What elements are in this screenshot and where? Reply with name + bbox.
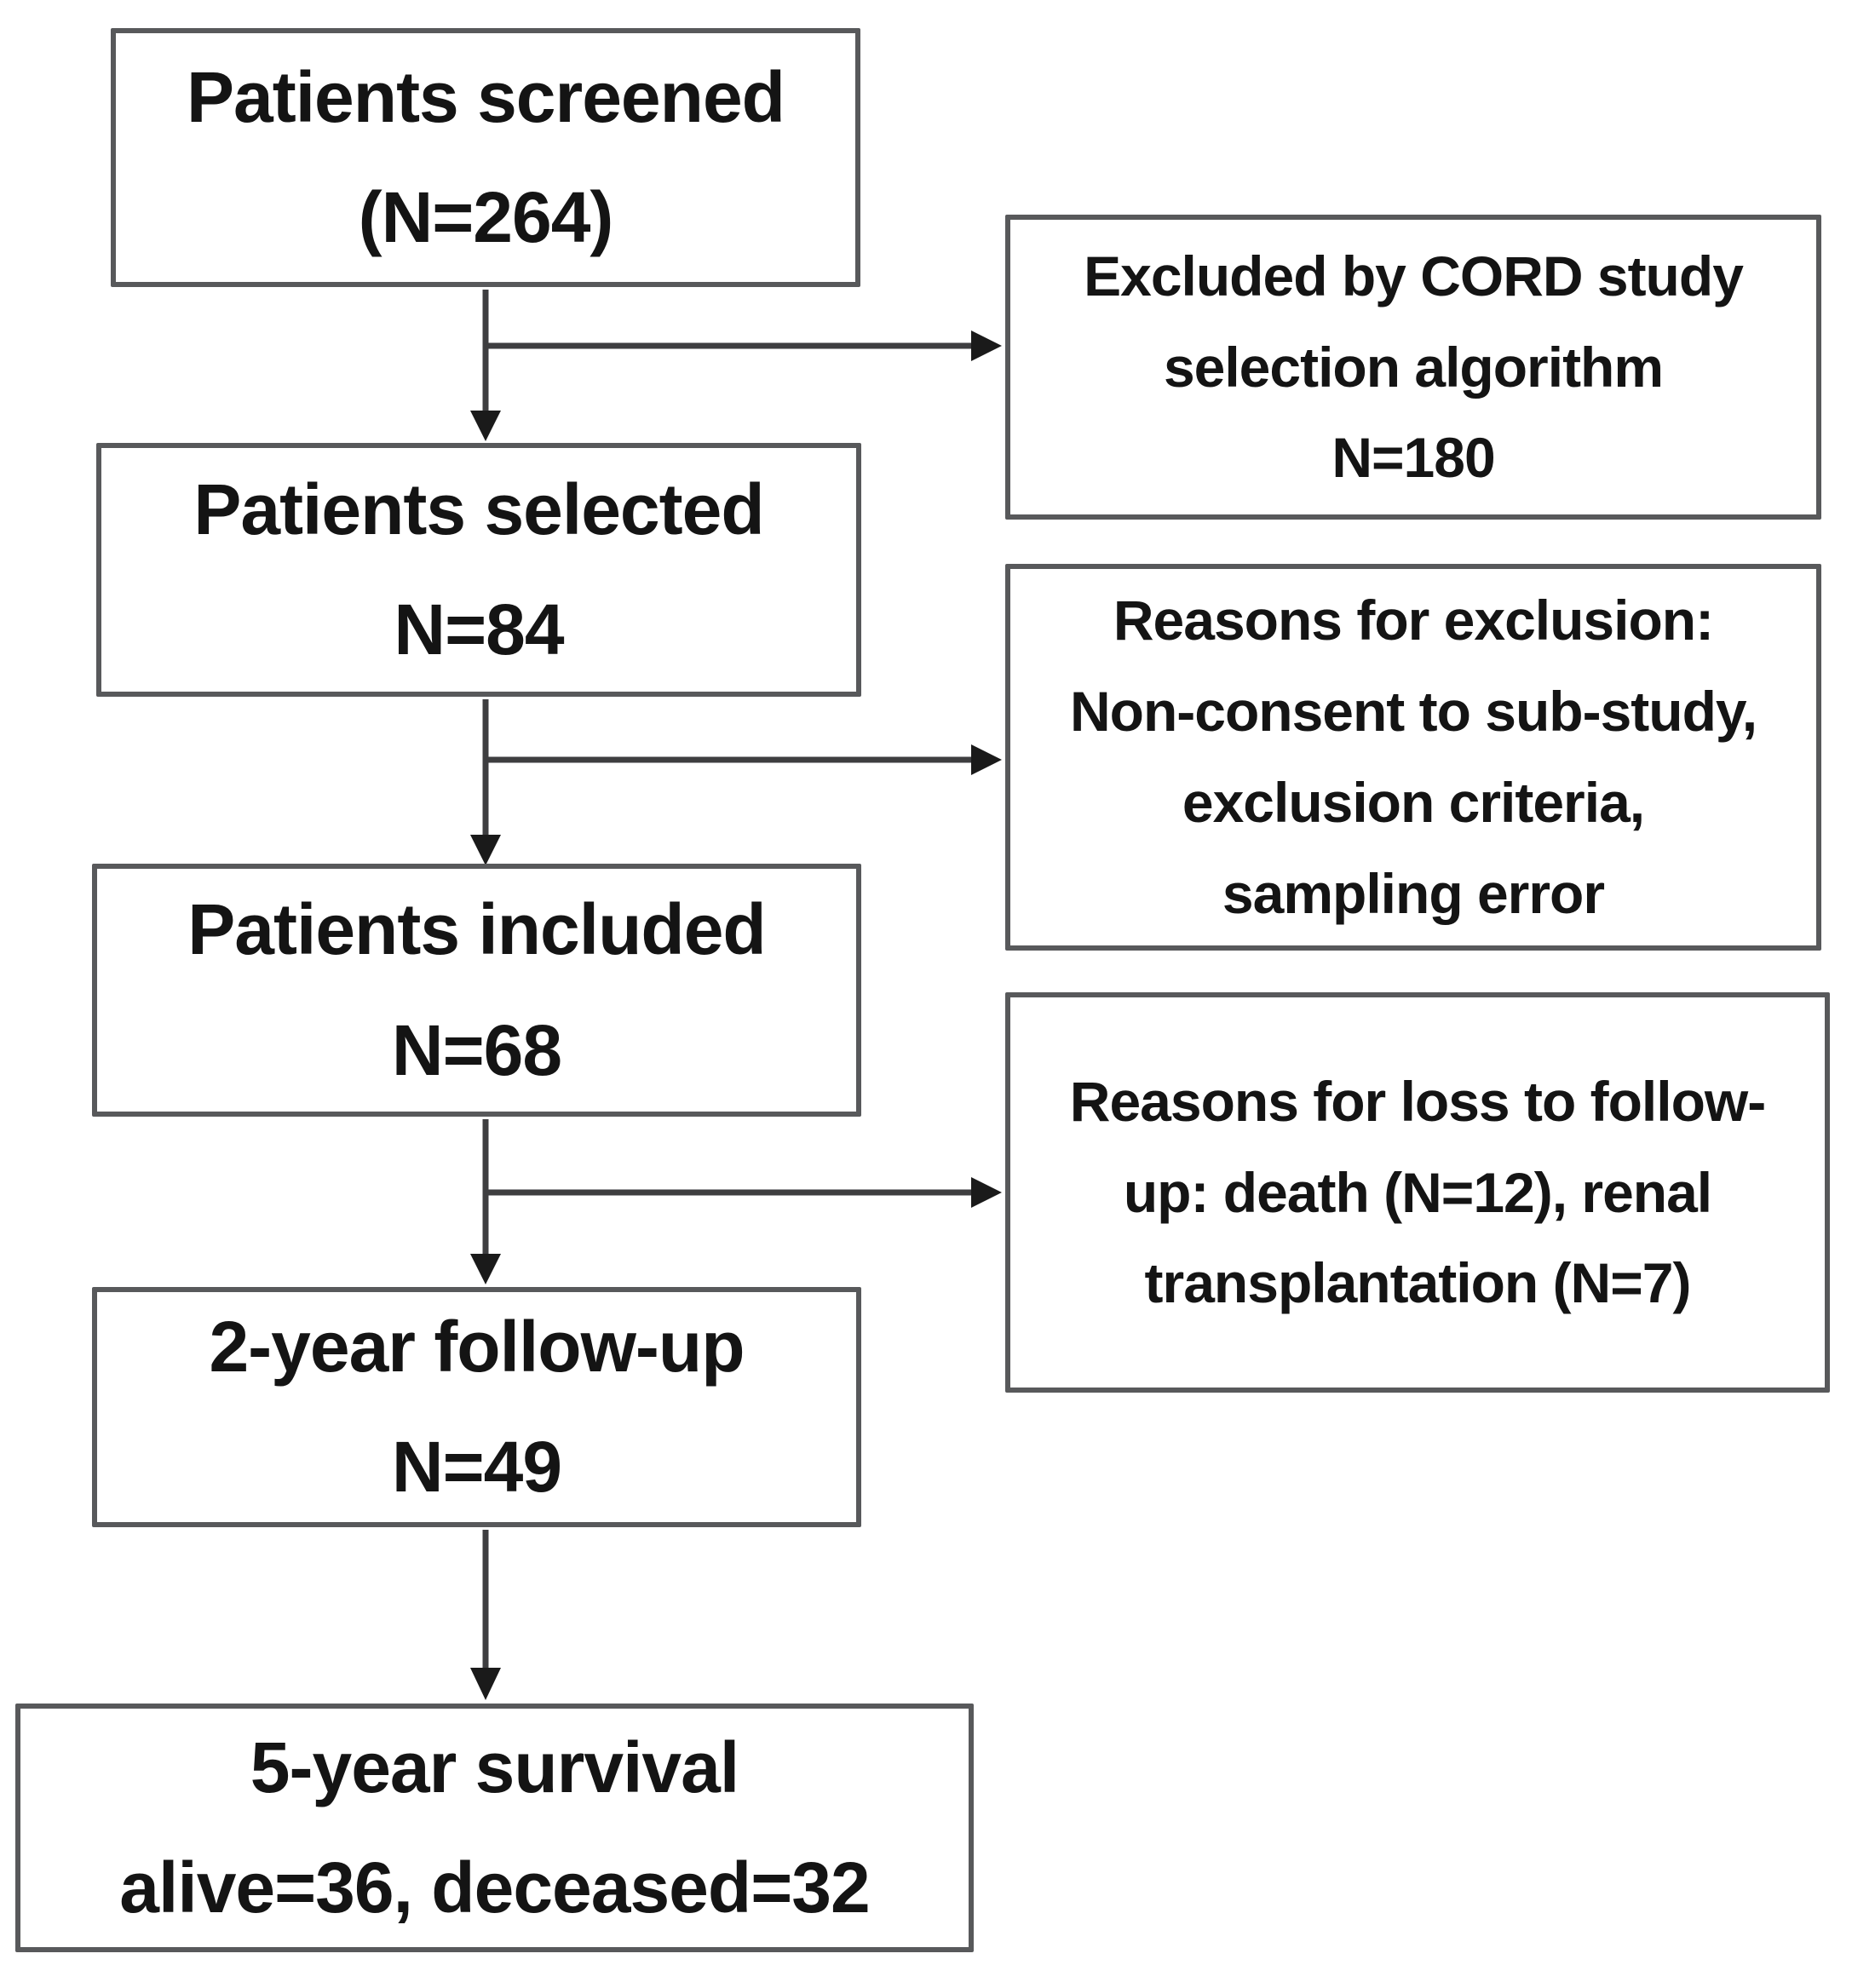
arrowhead-down-survival <box>470 1668 501 1700</box>
node-5-year-survival: 5-year survival alive=36, deceased=32 <box>15 1704 974 1952</box>
node-line: Excluded by CORD study <box>1084 244 1744 307</box>
node-loss-to-followup-reasons: Reasons for loss to follow- up: death (N… <box>1005 992 1830 1393</box>
arrowhead-right-loss-reasons <box>971 1177 1002 1208</box>
node-line: transplantation (N=7) <box>1144 1251 1692 1315</box>
node-line: N=84 <box>394 589 564 669</box>
node-exclusion-reasons: Reasons for exclusion: Non-consent to su… <box>1005 564 1821 951</box>
node-line: sampling error <box>1222 861 1605 925</box>
node-line: selection algorithm <box>1163 335 1664 399</box>
node-line: Reasons for loss to follow- <box>1069 1069 1766 1133</box>
node-line: Patients screened <box>186 56 785 137</box>
node-patients-included: Patients included N=68 <box>92 864 861 1117</box>
node-line: Patients included <box>187 889 766 970</box>
node-line: alive=36, deceased=32 <box>119 1847 870 1928</box>
node-excluded-by-cord: Excluded by CORD study selection algorit… <box>1005 215 1821 520</box>
arrowhead-right-exclusion-reasons <box>971 744 1002 775</box>
node-line: Reasons for exclusion: <box>1113 589 1714 652</box>
node-line: up: death (N=12), renal <box>1123 1160 1712 1224</box>
node-patients-selected: Patients selected N=84 <box>96 443 861 697</box>
node-line: Non-consent to sub-study, <box>1069 680 1757 744</box>
node-2-year-followup: 2-year follow-up N=49 <box>92 1287 861 1527</box>
node-line: 2-year follow-up <box>209 1306 745 1387</box>
arrowhead-down-selected <box>470 411 501 441</box>
arrowhead-right-excluded <box>971 330 1002 361</box>
node-line: N=68 <box>391 1009 562 1090</box>
node-line: exclusion criteria, <box>1182 771 1645 834</box>
node-line: N=180 <box>1331 426 1495 490</box>
node-line: (N=264) <box>358 177 614 257</box>
node-patients-screened: Patients screened (N=264) <box>111 28 860 287</box>
node-line: 5-year survival <box>250 1727 739 1807</box>
arrowhead-down-included <box>470 835 501 865</box>
node-line: Patients selected <box>193 468 764 549</box>
node-line: N=49 <box>391 1427 562 1507</box>
arrowhead-down-followup <box>470 1254 501 1284</box>
